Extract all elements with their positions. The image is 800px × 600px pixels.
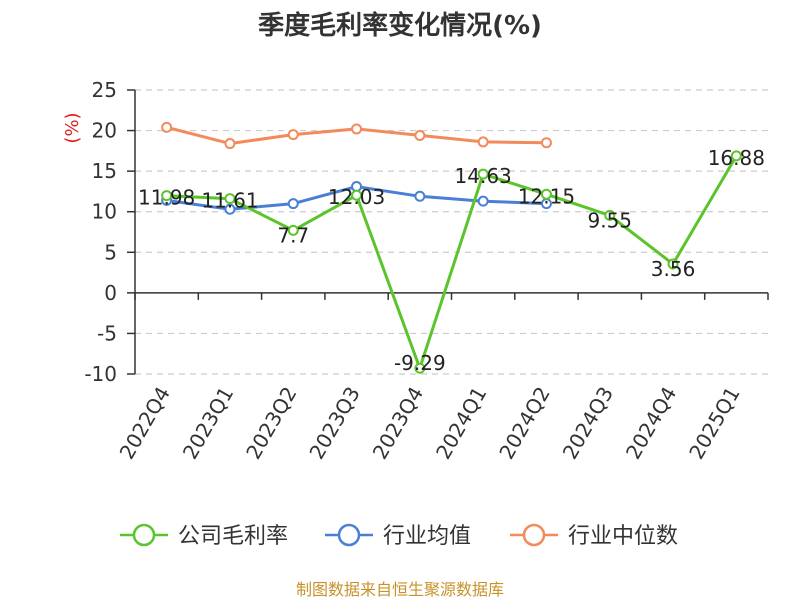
data-point xyxy=(414,362,426,374)
data-point xyxy=(224,203,236,215)
data-point xyxy=(667,258,679,270)
legend: 公司毛利率 行业均值 行业中位数 xyxy=(120,523,678,549)
y-tick-label: -10 xyxy=(84,362,117,386)
y-tick-label: 0 xyxy=(104,281,117,305)
data-label: 11.98 xyxy=(138,186,195,210)
data-point xyxy=(477,136,489,148)
y-tick-label: 25 xyxy=(92,78,117,102)
y-tick-label: 15 xyxy=(92,159,117,183)
x-tick-label: 2022Q4 xyxy=(115,383,175,464)
x-tick-label: 2024Q1 xyxy=(431,383,491,464)
data-point xyxy=(414,190,426,202)
chart-title: 季度毛利率变化情况(%) xyxy=(258,10,542,41)
data-label: 3.56 xyxy=(651,257,696,281)
legend-label: 行业均值 xyxy=(383,524,471,549)
y-tick-label: 20 xyxy=(92,119,117,143)
y-axis-label: (%) xyxy=(62,112,83,143)
x-tick-label: 2023Q3 xyxy=(304,383,364,464)
data-label: 16.88 xyxy=(708,146,765,170)
x-tick-label: 2024Q2 xyxy=(494,383,554,464)
series-1 xyxy=(161,181,552,215)
data-point xyxy=(351,123,363,135)
data-label: -9.29 xyxy=(394,351,446,375)
legend-item: 公司毛利率 xyxy=(120,523,288,549)
legend-marker xyxy=(132,523,156,547)
data-point xyxy=(287,198,299,210)
data-point xyxy=(414,129,426,141)
x-tick-label: 2024Q4 xyxy=(621,383,681,464)
data-point xyxy=(730,150,742,162)
source-note: 制图数据来自恒生聚源数据库 xyxy=(296,580,504,599)
legend-item: 行业均值 xyxy=(325,523,471,549)
series-line xyxy=(166,155,738,370)
legend-marker xyxy=(522,523,546,547)
grid-lines xyxy=(135,89,768,375)
data-point xyxy=(287,224,299,236)
data-point xyxy=(161,121,173,133)
data-label: 12.15 xyxy=(518,184,575,208)
series-0 xyxy=(161,150,742,374)
data-point xyxy=(477,168,489,180)
legend-label: 公司毛利率 xyxy=(178,524,288,549)
legend-label: 行业中位数 xyxy=(568,524,678,549)
legend-marker xyxy=(337,523,361,547)
data-point xyxy=(224,138,236,150)
y-tick-label: 10 xyxy=(92,200,117,224)
data-point xyxy=(604,209,616,221)
x-tick-label: 2025Q1 xyxy=(684,383,744,464)
series-2 xyxy=(161,121,552,150)
data-point xyxy=(224,193,236,205)
data-label: 7.7 xyxy=(277,223,309,247)
data-label: 14.63 xyxy=(455,164,512,188)
x-tick-label: 2023Q4 xyxy=(368,383,428,464)
x-tick-label: 2023Q1 xyxy=(178,383,238,464)
data-point xyxy=(540,137,552,149)
x-tick-label: 2024Q3 xyxy=(558,383,618,464)
data-point xyxy=(287,129,299,141)
data-label: 9.55 xyxy=(587,208,632,232)
legend-item: 行业中位数 xyxy=(510,523,678,549)
data-label: 12.03 xyxy=(328,185,385,209)
data-point xyxy=(161,190,173,202)
x-tick-label: 2023Q2 xyxy=(241,383,301,464)
data-point xyxy=(540,188,552,200)
data-point xyxy=(351,189,363,201)
data-point xyxy=(477,195,489,207)
series-layer xyxy=(161,121,742,374)
y-tick-label: 5 xyxy=(104,240,117,264)
data-label: 11.61 xyxy=(201,189,258,213)
y-tick-label: -5 xyxy=(97,321,117,345)
